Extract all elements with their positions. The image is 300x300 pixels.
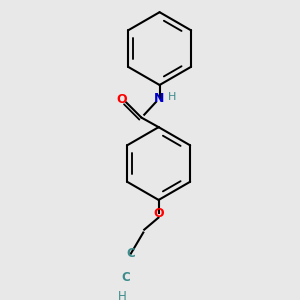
Text: C: C: [122, 271, 130, 284]
Text: O: O: [116, 93, 127, 106]
Text: O: O: [153, 207, 164, 220]
Text: N: N: [153, 92, 164, 105]
Text: H: H: [168, 92, 176, 102]
Text: H: H: [118, 290, 127, 300]
Text: C: C: [127, 247, 135, 260]
